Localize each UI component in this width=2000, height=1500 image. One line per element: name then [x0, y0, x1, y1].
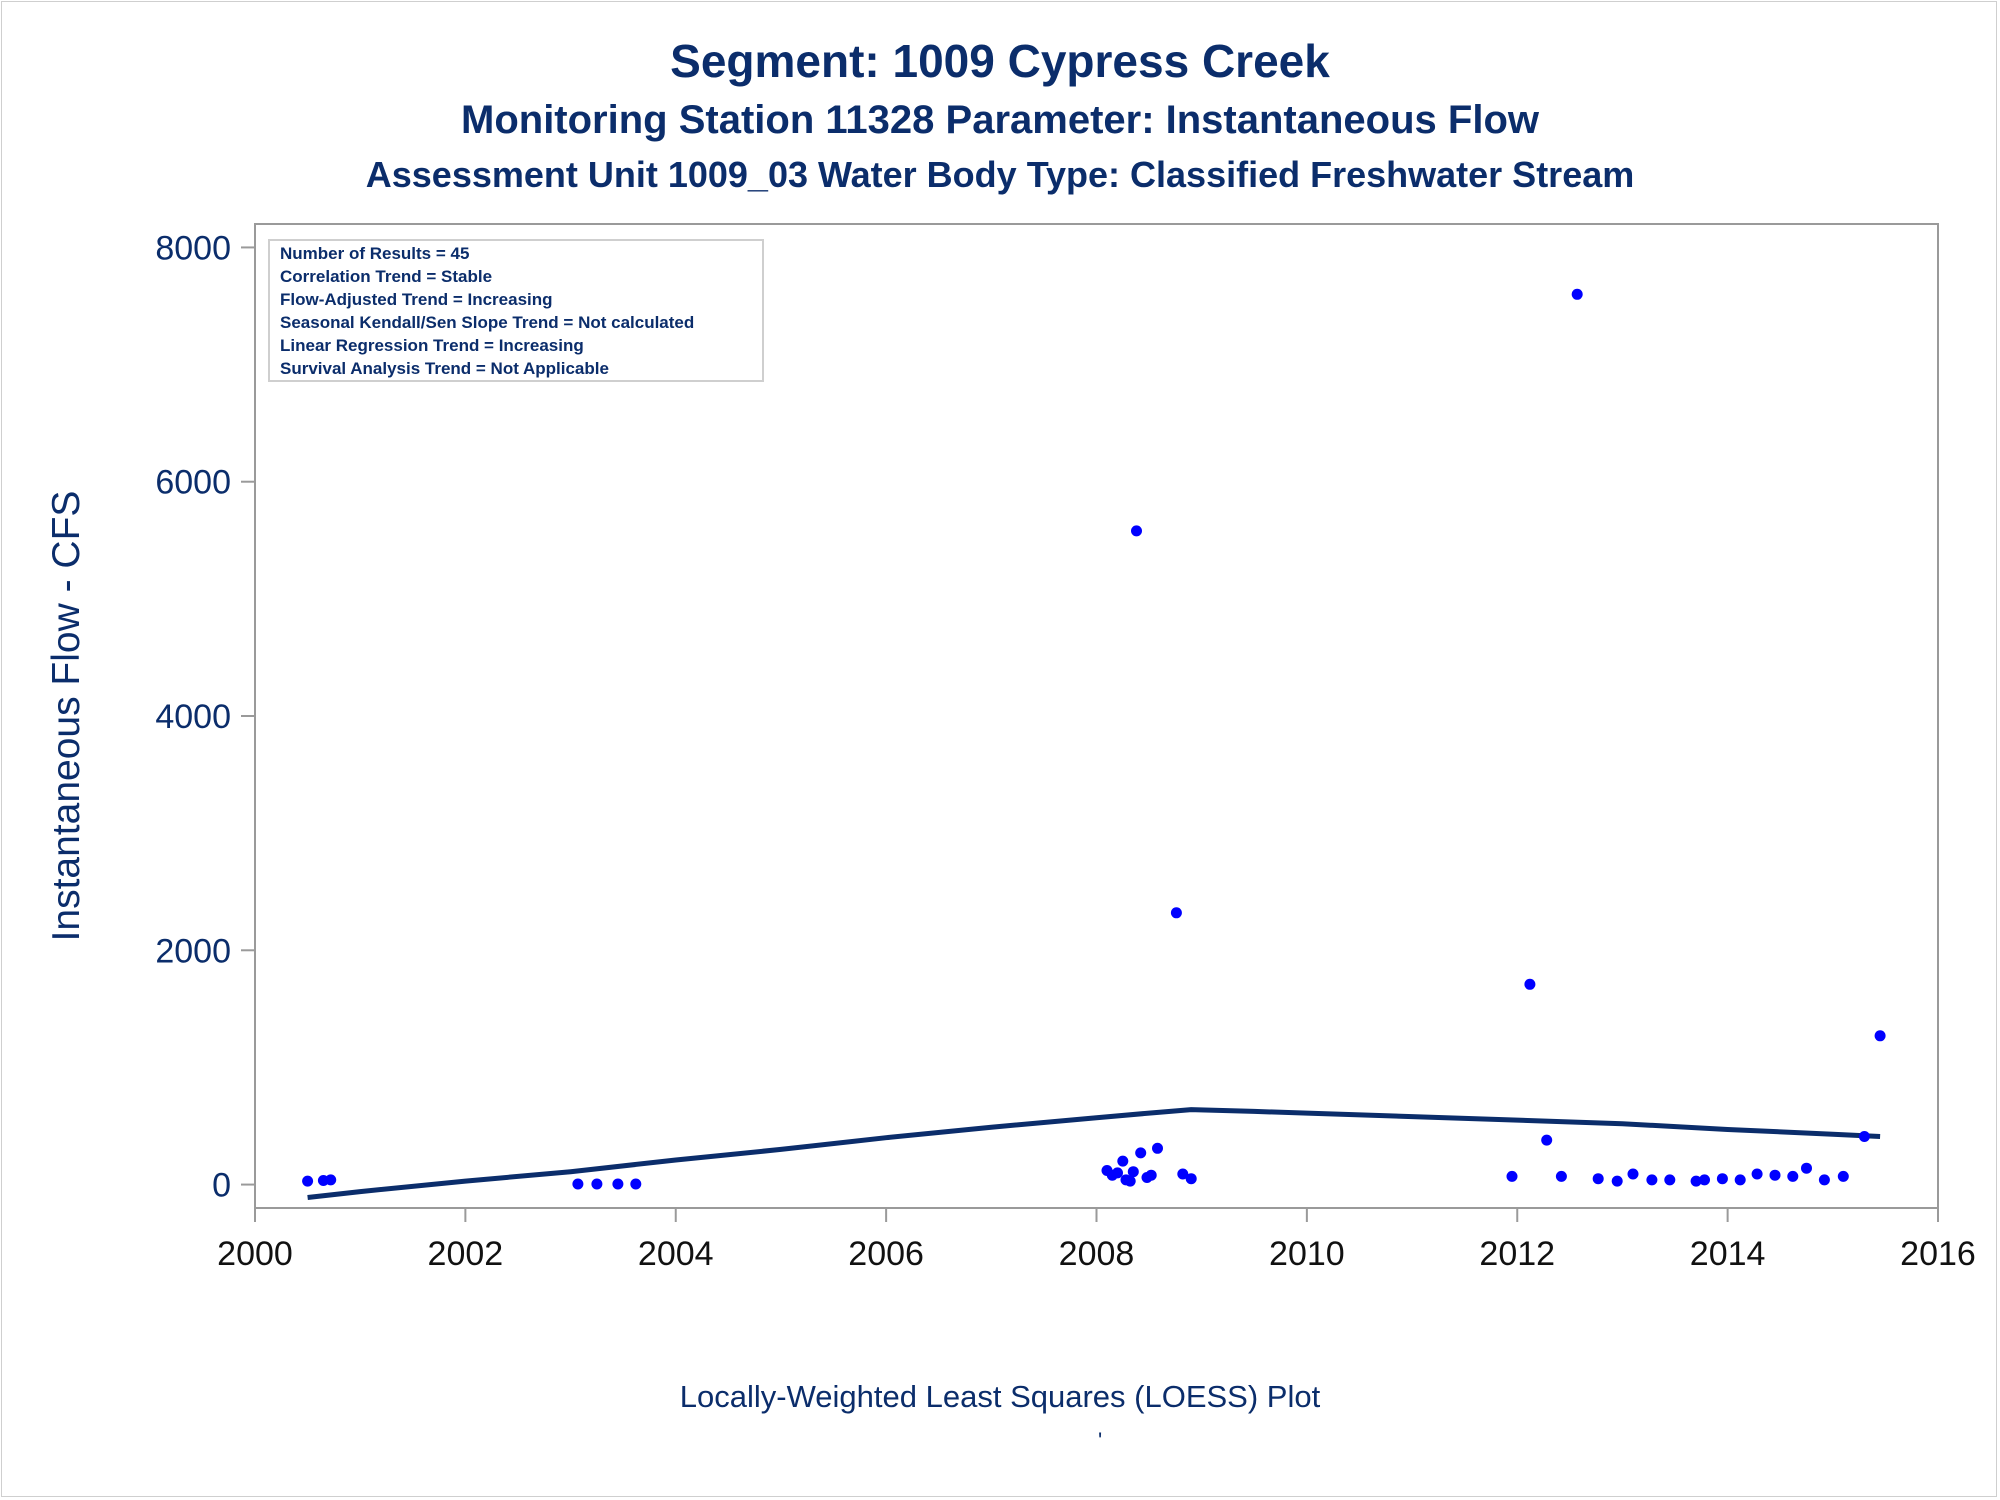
loess-series	[307, 1107, 1881, 1200]
y-axis: 0 2000 4000 6000 8000	[155, 229, 255, 1205]
data-point	[302, 1175, 314, 1187]
data-point	[1571, 288, 1583, 300]
data-point	[1801, 1162, 1812, 1174]
stats-line: Number of Results = 45	[280, 244, 469, 263]
x-tick-label: 2014	[1690, 1235, 1766, 1273]
stats-box-border	[268, 239, 764, 382]
chart-subtitle-station: Monitoring Station 11328 Parameter: Inst…	[461, 98, 1539, 142]
data-point	[1145, 1169, 1157, 1181]
x-tick-label: 2006	[848, 1235, 924, 1273]
data-point	[1858, 1131, 1870, 1142]
x-tick-label: 2008	[1059, 1235, 1135, 1273]
data-point	[1716, 1173, 1728, 1185]
x-tick-label: 2004	[638, 1235, 714, 1273]
data-point	[1124, 1175, 1136, 1187]
y-tick-label: 6000	[155, 464, 231, 502]
data-point	[1592, 1173, 1604, 1185]
data-point	[1170, 907, 1182, 919]
data-point	[1117, 1155, 1129, 1167]
stats-line: Flow-Adjusted Trend = Increasing	[280, 290, 553, 309]
data-point	[612, 1178, 624, 1190]
x-tick-label: 2010	[1269, 1235, 1345, 1273]
stats-line: Correlation Trend = Stable	[280, 267, 492, 286]
data-point	[1524, 978, 1536, 990]
data-point	[1769, 1169, 1781, 1181]
data-point	[1152, 1142, 1163, 1154]
x-tick-label: 2000	[217, 1235, 293, 1273]
data-point	[1751, 1168, 1763, 1180]
data-point	[1506, 1170, 1518, 1182]
y-tick-label: 0	[212, 1167, 231, 1205]
data-point	[572, 1178, 584, 1190]
data-point	[1135, 1147, 1147, 1159]
data-point	[1664, 1174, 1676, 1186]
data-point	[1611, 1175, 1623, 1187]
y-tick-label: 4000	[155, 698, 231, 736]
data-point	[630, 1178, 642, 1190]
data-point	[1185, 1173, 1197, 1185]
y-axis-label: Instantaneous Flow - CFS	[45, 491, 88, 942]
data-point	[1874, 1030, 1886, 1042]
data-point	[325, 1174, 337, 1186]
chart-title: Segment: 1009 Cypress Creek	[670, 35, 1330, 87]
stats-line: Linear Regression Trend = Increasing	[280, 336, 584, 355]
data-point	[1541, 1134, 1553, 1146]
data-point	[591, 1178, 603, 1190]
y-tick-label: 2000	[155, 932, 231, 970]
data-point	[1177, 1168, 1189, 1180]
x-tick-label: 2012	[1479, 1235, 1555, 1273]
data-point	[1818, 1174, 1830, 1186]
footer-mark: '	[1098, 1428, 1103, 1453]
footer-caption: Locally-Weighted Least Squares (LOESS) P…	[679, 1379, 1321, 1414]
data-point	[1699, 1174, 1710, 1186]
data-point	[1837, 1170, 1849, 1182]
data-point	[1646, 1174, 1658, 1186]
y-tick-label: 8000	[155, 229, 231, 267]
x-tick-label: 2016	[1900, 1235, 1976, 1273]
stats-box: Number of Results = 45 Correlation Trend …	[268, 239, 764, 382]
data-points	[302, 288, 1886, 1190]
data-point	[1127, 1166, 1139, 1178]
data-point	[1787, 1170, 1799, 1182]
stats-line: Survival Analysis Trend = Not Applicable	[280, 359, 609, 378]
x-axis: 2000 2002 2004 2006 2008 2010 2012 2014 2016	[217, 1208, 1976, 1273]
data-point	[1131, 525, 1142, 537]
data-point	[1555, 1170, 1567, 1182]
data-point	[1734, 1174, 1746, 1186]
chart-subtitle-assessment: Assessment Unit 1009_03 Water Body Type:…	[365, 154, 1635, 195]
data-point	[1690, 1175, 1702, 1187]
data-point	[1627, 1168, 1639, 1180]
loess-line	[307, 1107, 1881, 1200]
stats-line: Seasonal Kendall/Sen Slope Trend = Not c…	[280, 313, 694, 332]
data-point	[1112, 1167, 1123, 1179]
x-tick-label: 2002	[428, 1235, 504, 1273]
